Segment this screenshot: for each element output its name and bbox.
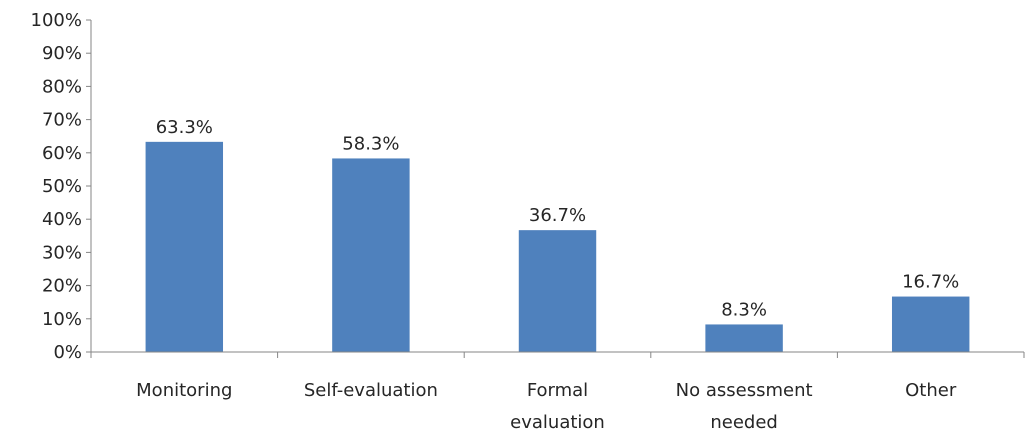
bar	[891, 296, 970, 352]
y-axis: 0% 10% 20% 30% 40% 50% 60% 70% 80% 90% 100%	[31, 10, 92, 363]
category-label-line: Other	[905, 380, 957, 401]
bar	[705, 324, 783, 352]
y-tick-label: 20%	[42, 276, 82, 297]
y-tick-label: 70%	[42, 110, 82, 131]
category-label-line: Formal	[527, 380, 588, 401]
category-label-line: Self-evaluation	[304, 380, 438, 401]
data-label: 58.3%	[342, 133, 399, 154]
y-tick-label: 40%	[42, 209, 82, 230]
y-tick-label: 30%	[42, 242, 82, 263]
category-label: Formal evaluation	[510, 380, 605, 433]
category-label: Self-evaluation	[304, 380, 438, 401]
data-label: 63.3%	[156, 117, 213, 138]
data-label: 8.3%	[721, 299, 767, 320]
y-tick-label: 80%	[42, 76, 82, 97]
category-label-line: needed	[710, 412, 777, 433]
data-label: 36.7%	[529, 205, 586, 226]
y-tick-label: 0%	[53, 342, 82, 363]
x-axis: Monitoring Self-evaluation Formal evaluatio…	[90, 351, 1025, 433]
data-label: 16.7%	[902, 272, 959, 293]
category-label: Monitoring	[136, 380, 232, 401]
category-label-line: evaluation	[510, 412, 605, 433]
y-tick-label: 50%	[42, 176, 82, 197]
category-label: Other	[905, 380, 957, 401]
bars: 63.3% 58.3% 36.7% 8.3% 16.7%	[145, 117, 970, 352]
category-label-line: No assessment	[676, 380, 813, 401]
bar	[332, 158, 410, 352]
y-tick-label: 10%	[42, 309, 82, 330]
bar	[518, 230, 597, 352]
y-tick-label: 60%	[42, 143, 82, 164]
bar	[145, 141, 224, 352]
y-tick-label: 90%	[42, 43, 82, 64]
y-tick-label: 100%	[31, 10, 82, 31]
category-label: No assessment needed	[676, 380, 813, 433]
category-label-line: Monitoring	[136, 380, 232, 401]
